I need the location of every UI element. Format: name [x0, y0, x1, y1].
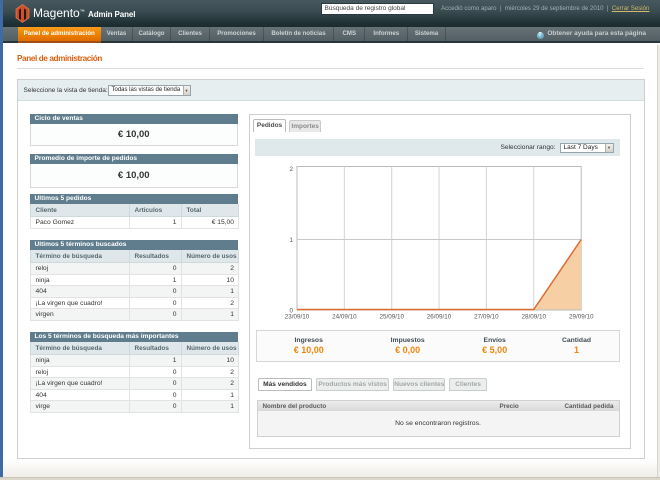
svg-text:27/09/10: 27/09/10	[474, 314, 499, 321]
svg-text:24/09/10: 24/09/10	[332, 314, 357, 321]
svg-text:25/09/10: 25/09/10	[379, 314, 404, 321]
svg-text:26/09/10: 26/09/10	[427, 314, 452, 321]
svg-text:23/09/10: 23/09/10	[285, 314, 310, 321]
svg-text:29/09/10: 29/09/10	[569, 314, 594, 321]
svg-text:28/09/10: 28/09/10	[521, 314, 546, 321]
svg-text:1: 1	[289, 237, 293, 244]
svg-text:0: 0	[289, 308, 293, 315]
svg-text:2: 2	[289, 166, 293, 173]
